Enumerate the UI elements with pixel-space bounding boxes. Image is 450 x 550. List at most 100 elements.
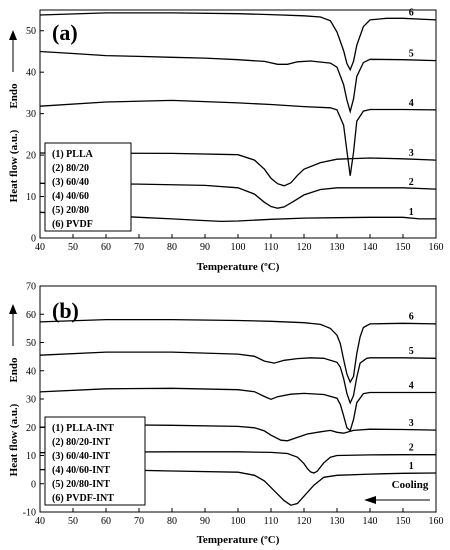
chart-panel-b: (b) Endo Heat flow (a.u.) Temperature (º… [8, 282, 444, 547]
series-line-b-2 [39, 451, 436, 474]
series-number-a-1: 1 [409, 207, 414, 218]
endo-indicator-b: Endo [8, 304, 20, 383]
series-number-a-5: 5 [409, 48, 414, 59]
series-line-b-4 [39, 387, 436, 432]
curves-b: 1 2 3 4 5 6 [39, 312, 437, 506]
y-axis-label-a: Heat flow (a.u.) [8, 129, 20, 202]
endo-arrowhead-a [9, 30, 17, 40]
legend-entry-a-3: (3) 60/40 [52, 177, 89, 188]
x-tick-label-b-100: 100 [231, 516, 246, 527]
y-tick-label-b-40: 40 [26, 366, 36, 377]
axis-ticks-b: 40 50 60 70 80 90 100 110 120 130 140 150 160-100102… [23, 282, 444, 528]
legend-entry-b-3: (3) 60/40-INT [52, 451, 110, 462]
x-tick-label-a-150: 150 [396, 242, 411, 253]
series-number-a-6: 6 [409, 8, 414, 19]
series-line-b-1 [40, 468, 437, 506]
legend-entry-a-5: (5) 20/80 [52, 205, 89, 216]
x-tick-label-b-50: 50 [68, 516, 78, 527]
y-tick-label-a-20: 20 [26, 151, 36, 162]
series-number-b-1: 1 [409, 461, 414, 472]
x-tick-label-b-140: 140 [363, 516, 378, 527]
series-number-b-3: 3 [409, 418, 414, 429]
x-tick-label-a-60: 60 [101, 242, 111, 253]
x-tick-label-a-70: 70 [134, 242, 144, 253]
y-tick-label-b-50: 50 [26, 338, 36, 349]
x-tick-label-a-40: 40 [35, 242, 45, 253]
endo-arrowhead-b [9, 304, 17, 314]
endo-indicator-a: Endo [8, 30, 20, 109]
x-tick-label-b-160: 160 [429, 516, 444, 527]
axis-ticks-a: 40 50 60 70 80 90 100 110 120 130 140 150 1600102030… [26, 26, 444, 253]
legend-box-a [44, 142, 132, 232]
x-tick-label-b-70: 70 [134, 516, 144, 527]
x-tick-label-a-160: 160 [429, 242, 444, 253]
chart-panel-a: (a) Endo Heat flow (a.u.) Temperature (º… [8, 8, 444, 273]
series-line-b-5 [39, 351, 437, 405]
x-tick-label-b-150: 150 [396, 516, 411, 527]
y-tick-label-a-40: 40 [26, 68, 36, 79]
series-number-b-4: 4 [409, 381, 414, 392]
x-tick-label-a-140: 140 [363, 242, 378, 253]
endo-label-b: Endo [8, 357, 20, 383]
x-tick-label-a-80: 80 [167, 242, 177, 253]
x-tick-label-b-40: 40 [35, 516, 45, 527]
legend-entry-b-5: (5) 20/80-INT [52, 479, 110, 490]
x-tick-label-b-110: 110 [264, 516, 279, 527]
series-line-a-3 [39, 152, 437, 187]
series-number-b-5: 5 [409, 346, 414, 357]
x-axis-label-b: Temperature (ºC) [197, 534, 280, 546]
x-tick-label-b-90: 90 [200, 516, 210, 527]
panel-label-b: (b) [52, 298, 79, 323]
legend-entry-b-1: (1) PLLA-INT [52, 423, 114, 434]
series-number-a-2: 2 [409, 177, 414, 188]
legend-entry-b-6: (6) PVDF-INT [52, 493, 114, 504]
y-axis-label-b: Heat flow (a.u.) [8, 403, 20, 476]
legend-entry-a-4: (4) 40/60 [52, 191, 89, 202]
x-tick-label-a-110: 110 [264, 242, 279, 253]
series-line-a-6 [39, 12, 437, 72]
y-tick-label-a-10: 10 [26, 192, 36, 203]
x-tick-label-b-60: 60 [101, 516, 111, 527]
y-tick-label-b-20: 20 [26, 423, 36, 434]
y-tick-label-a-30: 30 [26, 109, 36, 120]
series-line-a-4 [39, 99, 437, 176]
legend-entry-a-1: (1) PLLA [52, 149, 94, 160]
y-tick-label-b-0: 0 [31, 479, 36, 490]
x-tick-label-a-90: 90 [200, 242, 210, 253]
legend-box-b [44, 416, 146, 506]
legend-entry-b-4: (4) 40/60-INT [52, 465, 110, 476]
legend-entry-a-2: (2) 80/20 [52, 163, 89, 174]
x-tick-label-a-100: 100 [231, 242, 246, 253]
x-tick-label-a-130: 130 [330, 242, 345, 253]
x-tick-label-b-120: 120 [297, 516, 312, 527]
series-number-a-4: 4 [409, 98, 414, 109]
series-number-a-3: 3 [409, 148, 414, 159]
x-tick-label-b-130: 130 [330, 516, 345, 527]
y-tick-label-a-0: 0 [31, 234, 36, 245]
curves-a: 1 2 3 4 5 6 [39, 8, 437, 223]
panel-label-a: (a) [52, 20, 78, 45]
y-tick-label-b-70: 70 [26, 282, 36, 293]
x-tick-label-a-50: 50 [68, 242, 78, 253]
endo-label-a: Endo [8, 83, 20, 109]
x-axis-label-a: Temperature (ºC) [197, 261, 280, 273]
y-tick-label-b--10: -10 [23, 508, 36, 519]
series-line-a-2 [39, 182, 437, 209]
y-tick-label-a-50: 50 [26, 26, 36, 37]
cooling-arrowhead [364, 496, 376, 504]
series-line-b-3 [39, 424, 437, 442]
series-line-b-6 [39, 318, 437, 384]
legend-a: (1) PLLA (2) 80/20 (3) 60/40 (4) 40/60 (… [44, 142, 132, 232]
series-number-b-6: 6 [409, 312, 414, 323]
legend-b: (1) PLLA-INT (2) 80/20-INT (3) 60/40-INT… [44, 416, 146, 506]
series-number-b-2: 2 [409, 443, 414, 454]
x-tick-label-a-120: 120 [297, 242, 312, 253]
legend-entry-b-2: (2) 80/20-INT [52, 437, 110, 448]
y-tick-label-b-10: 10 [26, 451, 36, 462]
y-tick-label-b-60: 60 [26, 310, 36, 321]
cooling-annotation: Cooling [364, 479, 430, 504]
x-tick-label-b-80: 80 [167, 516, 177, 527]
cooling-label: Cooling [392, 479, 429, 491]
y-tick-label-b-30: 30 [26, 395, 36, 406]
